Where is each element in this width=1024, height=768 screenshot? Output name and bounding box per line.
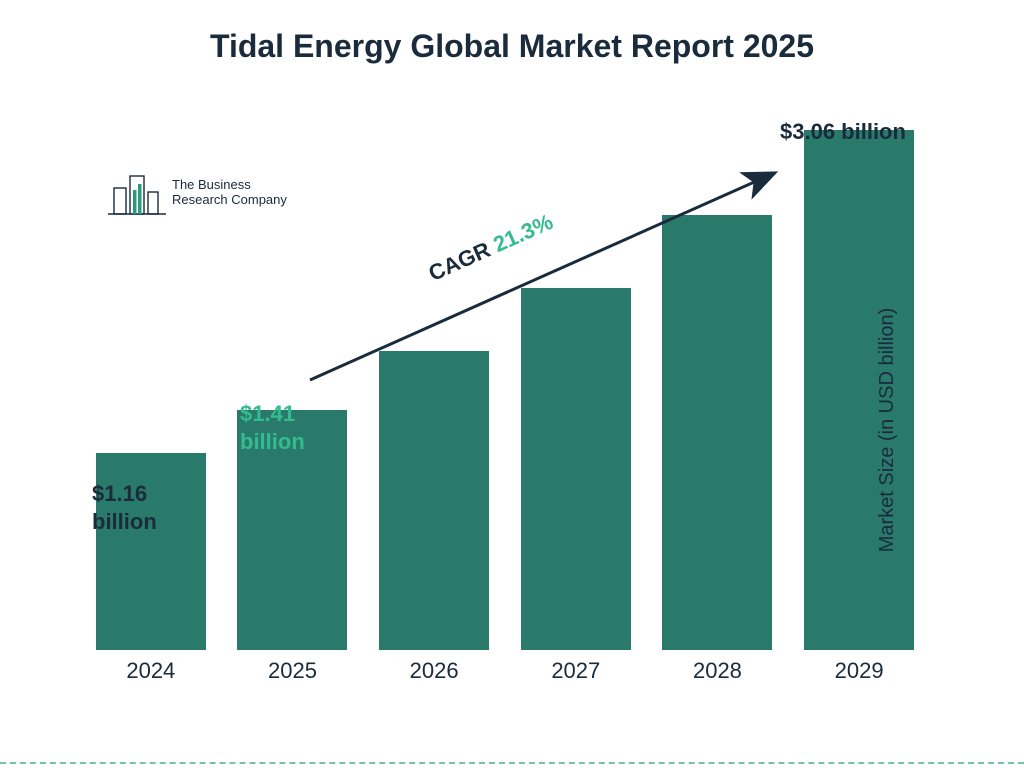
bar-x-label: 2028 [693, 658, 742, 684]
bar-slot: 2029 [799, 130, 919, 650]
callout-first-value: $1.16 billion [92, 480, 202, 535]
bar-x-label: 2027 [551, 658, 600, 684]
callout-second-value: $1.41 billion [240, 400, 350, 455]
bottom-divider [0, 762, 1024, 764]
y-axis-label: Market Size (in USD billion) [876, 308, 899, 553]
bar-x-label: 2024 [126, 658, 175, 684]
chart-title: Tidal Energy Global Market Report 2025 [0, 28, 1024, 65]
bar-x-label: 2029 [835, 658, 884, 684]
bar-x-label: 2025 [268, 658, 317, 684]
callout-last-value: $3.06 billion [780, 118, 906, 146]
cagr-arrow [300, 170, 800, 400]
bar-x-label: 2026 [410, 658, 459, 684]
bar-slot: 2024 [91, 130, 211, 650]
